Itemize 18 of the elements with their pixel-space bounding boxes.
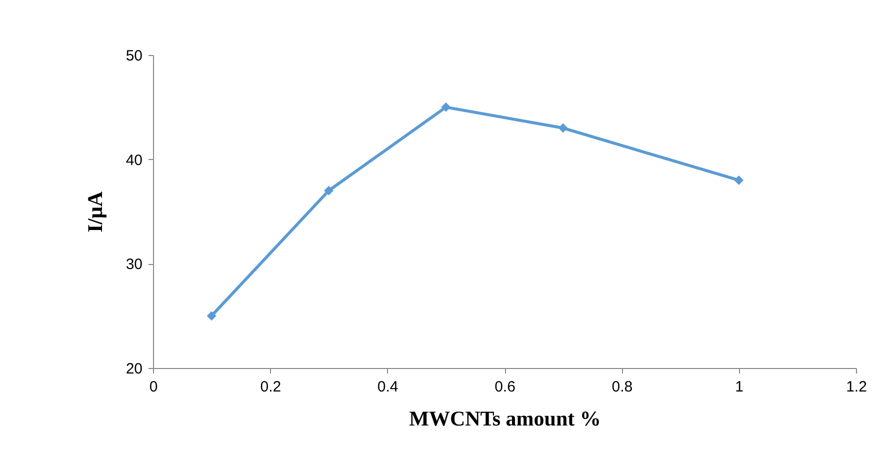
point: [558, 123, 568, 133]
point: [734, 175, 744, 185]
x-tick-label: 0: [149, 378, 158, 396]
y-tick-label: 30: [126, 256, 142, 274]
x-axis-title: MWCNTs amount %: [409, 406, 601, 430]
x-tick-label: 1.2: [846, 378, 867, 396]
x-tick-label: 0.8: [612, 378, 633, 396]
x-tick-label: 0.6: [494, 378, 516, 396]
y-tick-label: 40: [126, 152, 142, 169]
y-tick-label: 50: [126, 48, 142, 64]
x-tick-label: 0.2: [260, 378, 282, 396]
y-tick-label: 20: [126, 360, 142, 378]
y-axis-title: I/μA: [82, 190, 107, 233]
point: [324, 186, 334, 196]
x-tick-label: 1: [735, 378, 744, 396]
x-tick-label: 0.4: [377, 378, 398, 396]
point: [441, 102, 451, 112]
point: [206, 311, 216, 321]
